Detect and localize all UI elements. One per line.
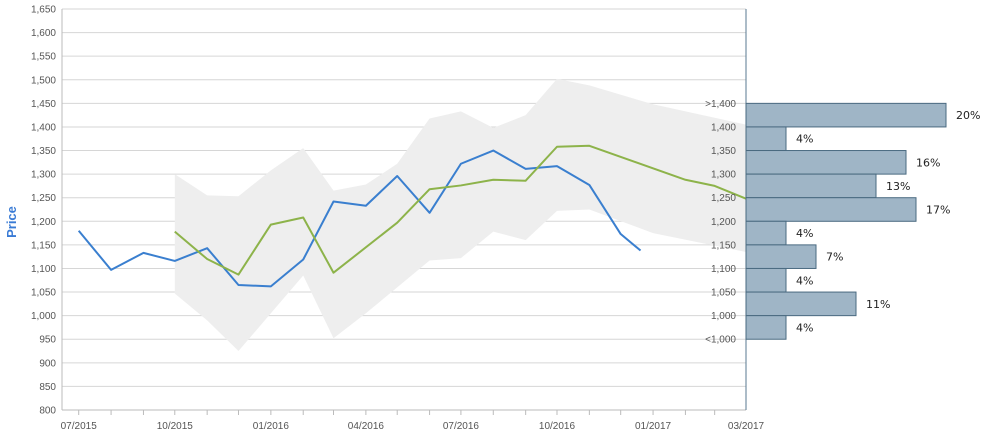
y-tick-label: 1,400 xyxy=(31,122,56,133)
distribution-percent-label: 4% xyxy=(796,321,813,334)
distribution-bar xyxy=(745,220,787,246)
distribution-bar xyxy=(745,291,857,317)
y-tick-label: 1,650 xyxy=(31,5,56,16)
distribution-percent-label: 4% xyxy=(796,274,813,287)
x-tick-label: 01/2016 xyxy=(253,421,290,432)
distribution-percent-label: 20% xyxy=(956,109,980,122)
distribution-bin-label: 1,050 xyxy=(711,288,736,299)
distribution-bar xyxy=(745,267,787,293)
range-band xyxy=(174,78,746,352)
x-tick-label: 01/2017 xyxy=(635,421,672,432)
x-tick-label: 03/2017 xyxy=(728,421,765,432)
x-tick-label: 07/2015 xyxy=(61,421,98,432)
y-tick-label: 1,300 xyxy=(31,170,56,181)
y-tick-label: 1,100 xyxy=(31,264,56,275)
y-tick-label: 1,350 xyxy=(31,146,56,157)
series-line-2 xyxy=(174,144,747,276)
x-tick-label: 04/2016 xyxy=(348,421,385,432)
series-lines xyxy=(77,144,747,288)
distribution-percent-label: 4% xyxy=(796,227,813,240)
distribution-bin-label: 1,200 xyxy=(711,217,736,228)
x-tick-label: 10/2015 xyxy=(157,421,194,432)
distribution-percent-label: 7% xyxy=(826,251,843,264)
distribution-percent-label: 16% xyxy=(916,156,940,169)
distribution-bar xyxy=(745,102,947,128)
distribution-bar xyxy=(745,173,877,199)
y-tick-label: 1,250 xyxy=(31,193,56,204)
y-tick-label: 1,550 xyxy=(31,52,56,63)
x-tick-label: 07/2016 xyxy=(443,421,480,432)
y-tick-label: 1,050 xyxy=(31,288,56,299)
distribution-bin-label: 1,150 xyxy=(711,240,736,251)
y-tick-label: 1,600 xyxy=(31,28,56,39)
y-tick-label: 1,500 xyxy=(31,75,56,86)
y-tick-label: 1,200 xyxy=(31,217,56,228)
distribution-bar xyxy=(745,315,787,340)
distribution-percent-label: 11% xyxy=(866,298,890,311)
y-tick-label: 800 xyxy=(39,406,56,417)
range-band-area xyxy=(174,78,746,352)
distribution-percent-label: 4% xyxy=(796,133,813,146)
axes: 800 850 900 950 1,000 1,050 1,100 1,150 1,200 1,2… xyxy=(31,5,765,433)
distribution-percent-label: 17% xyxy=(926,204,950,217)
y-axis-label: Price xyxy=(4,206,19,238)
distribution-bin-label: 1,000 xyxy=(711,311,736,322)
distribution-bar xyxy=(745,244,817,269)
distribution-bar xyxy=(745,126,787,152)
distribution-bar xyxy=(745,197,917,222)
distribution-bin-label: >1,400 xyxy=(705,99,736,110)
distribution-bin-label: 1,100 xyxy=(711,264,736,275)
y-tick-label: 950 xyxy=(39,335,56,346)
y-tick-label: 1,000 xyxy=(31,311,56,322)
series-line-1 xyxy=(77,149,642,288)
distribution-percent-label: 13% xyxy=(886,180,910,193)
distribution-bin-label: 1,350 xyxy=(711,146,736,157)
distribution-bin-label: 1,400 xyxy=(711,122,736,133)
x-tick-label: 10/2016 xyxy=(539,421,576,432)
distribution-bar xyxy=(745,150,907,175)
distribution-bin-label: <1,000 xyxy=(705,335,736,346)
distribution-bin-label: 1,250 xyxy=(711,193,736,204)
y-tick-label: 1,150 xyxy=(31,240,56,251)
distribution: 20% >1,400 4% 1,400 16% 1,350 13% 1,300 17% 1,250… xyxy=(705,99,980,346)
y-tick-label: 1,450 xyxy=(31,99,56,110)
distribution-bin-label: 1,300 xyxy=(711,170,736,181)
y-tick-label: 900 xyxy=(39,358,56,369)
y-tick-label: 850 xyxy=(39,382,56,393)
